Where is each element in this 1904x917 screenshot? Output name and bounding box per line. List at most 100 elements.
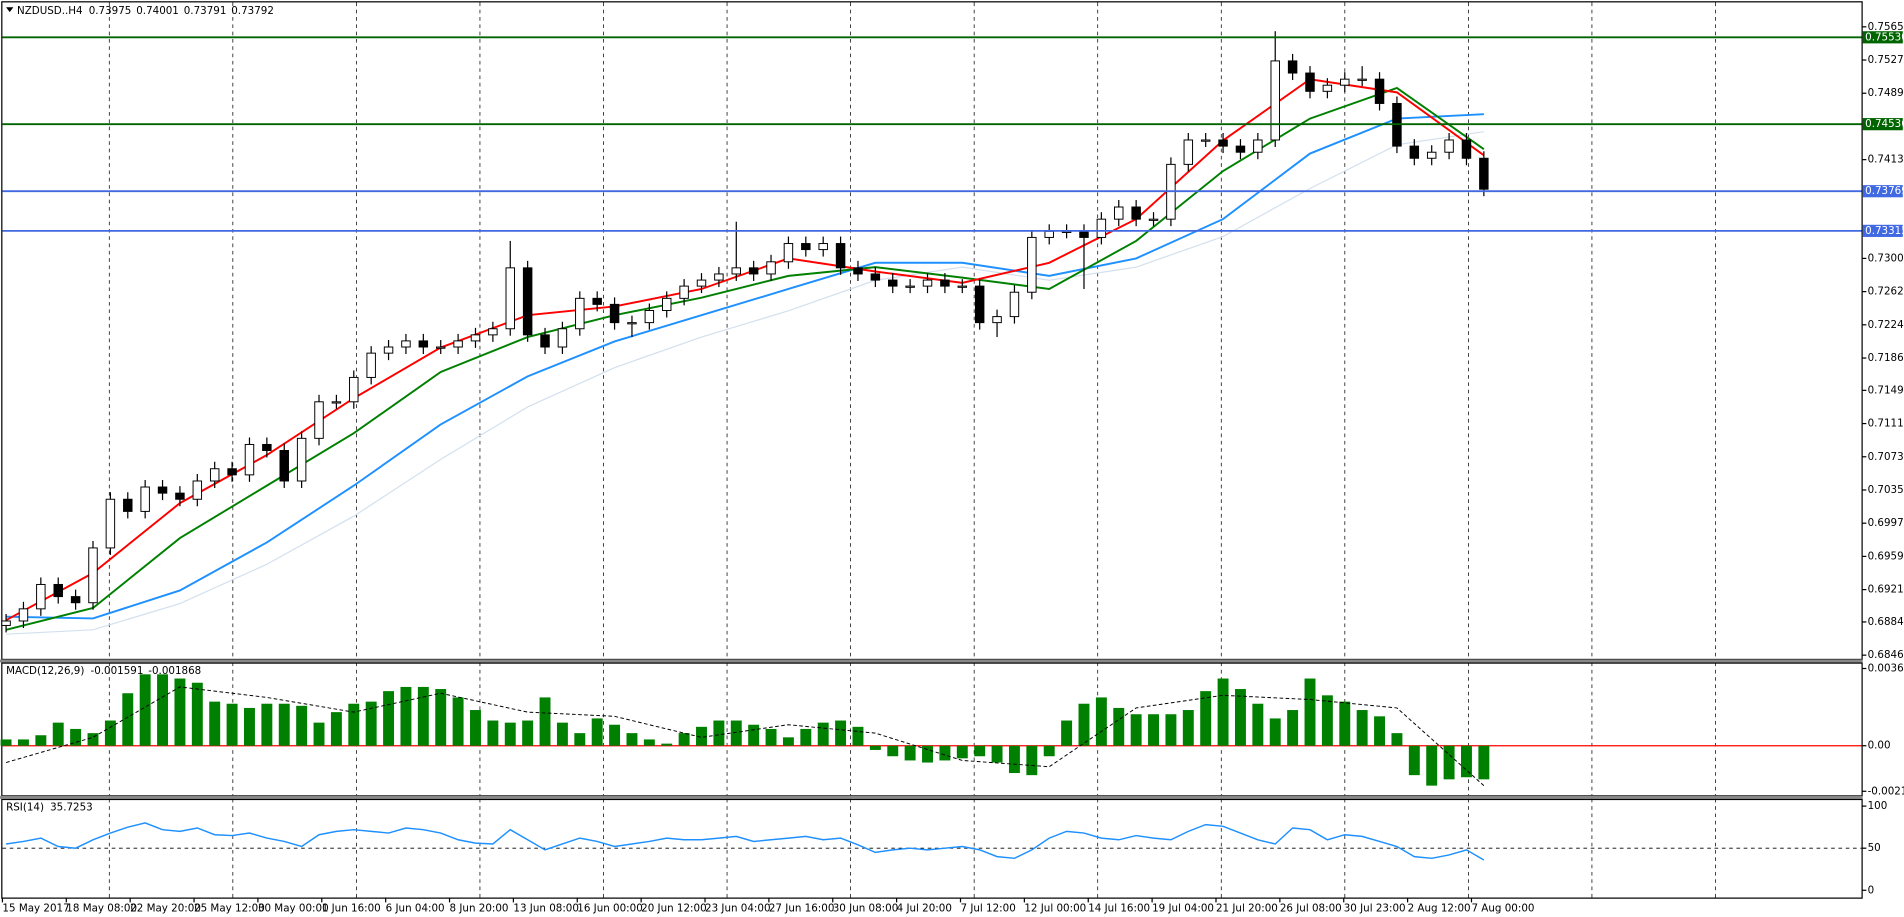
macd-bar [1200, 691, 1212, 746]
candle-body [1200, 139, 1211, 142]
candle-body [748, 267, 759, 275]
candle-body [70, 596, 81, 604]
macd-bar [1078, 703, 1090, 746]
candle-body [905, 285, 915, 288]
candle-body [244, 443, 255, 476]
macd-bar [939, 745, 951, 761]
price-level-tag [1862, 31, 1903, 44]
macd-bar [643, 739, 655, 746]
separator [0, 795, 1863, 799]
candle-body [957, 285, 968, 288]
price-level-label: 0.74536 [1865, 118, 1904, 130]
candle-body [1044, 230, 1054, 238]
candle-body [1079, 230, 1089, 238]
candle-body [835, 243, 846, 269]
price-level-label: 0.73769 [1865, 185, 1904, 197]
x-tick-label: 19 Jul 04:00 [1152, 902, 1214, 914]
macd-bar [835, 720, 847, 746]
candle-body [88, 547, 98, 604]
candle-body [1287, 60, 1298, 74]
macd-bar [1113, 707, 1125, 746]
macd-bar [104, 720, 116, 746]
x-tick-label: 13 Jun 08:00 [513, 902, 579, 914]
x-tick-label: 20 Jun 12:00 [641, 902, 707, 914]
menu-arrow[interactable] [6, 7, 14, 13]
macd-bar [1165, 714, 1177, 746]
macd-bar [1391, 733, 1403, 746]
candle-body [123, 498, 133, 512]
macd-bar [1374, 716, 1386, 746]
macd-bar [1217, 678, 1229, 746]
macd-bar [522, 720, 534, 746]
candle-body [592, 297, 602, 305]
macd-bar [1095, 697, 1107, 746]
panel-title: RSI(14) [6, 801, 44, 813]
candle-body [366, 352, 376, 378]
x-tick-label: 12 Jul 00:00 [1024, 902, 1086, 914]
macd-bar [313, 722, 325, 746]
macd-bar [383, 691, 395, 746]
price-level-tag [1862, 185, 1903, 198]
macd-bar [157, 674, 169, 746]
macd-bar [887, 745, 899, 757]
candle-body [262, 443, 272, 451]
macd-bar [470, 710, 481, 746]
macd-bar [330, 712, 342, 746]
macd-bar [765, 728, 777, 746]
macd-bar [730, 720, 742, 746]
candle-body [940, 279, 950, 287]
x-tick-label: 18 May 08:00 [66, 902, 137, 914]
candle-body [1253, 139, 1263, 153]
candle-body [609, 303, 620, 324]
x-tick-label: 22 May 20:00 [130, 902, 201, 914]
macd-bar [1408, 745, 1420, 776]
candle-body [1131, 206, 1141, 220]
macd-bar [539, 697, 551, 746]
candle-body [522, 267, 533, 336]
candle-body [1148, 218, 1159, 221]
candle-body [922, 279, 933, 287]
macd-bar [17, 739, 29, 746]
macd-bar [1008, 745, 1020, 774]
candle-body [1305, 72, 1315, 92]
y-tick-label: 100 [1868, 800, 1888, 812]
macd-bar [1443, 745, 1455, 780]
x-tick-label: 15 May 2017 [2, 902, 69, 914]
x-tick-label: 14 Jul 16:00 [1088, 902, 1150, 914]
macd-bar [1356, 710, 1368, 746]
panel-value: 0.73975 [89, 5, 132, 17]
price-level-tag [1862, 224, 1903, 237]
panel-value: 0.73791 [184, 5, 227, 17]
x-tick-label: 1 Jun 16:00 [322, 902, 381, 914]
candle-body [1426, 151, 1437, 159]
macd-bar [296, 705, 308, 746]
candle-body [888, 279, 898, 287]
candle-body [175, 492, 185, 500]
moving-average [5, 86, 1485, 631]
candle-body [140, 486, 150, 512]
x-tick-label: 7 Jul 12:00 [961, 902, 1016, 914]
candle-body [209, 468, 220, 482]
candle-body [853, 267, 863, 275]
macd-bar [991, 745, 1003, 763]
macd-bar [365, 701, 377, 746]
candle-body [418, 340, 429, 348]
macd-bar [556, 722, 568, 746]
candle-body [53, 583, 63, 598]
macd-bar [956, 745, 968, 759]
x-tick-label: 30 May 00:00 [258, 902, 329, 914]
candle-body [488, 328, 498, 336]
macd-bar [1026, 745, 1038, 776]
macd-bar [574, 733, 586, 746]
x-tick-label: 30 Jul 23:00 [1344, 902, 1406, 914]
candle-body [679, 285, 689, 299]
candle-body [766, 261, 776, 275]
x-tick-label: 30 Jun 08:00 [833, 902, 899, 914]
macd-bar [1252, 703, 1264, 746]
macd-bar [1461, 745, 1472, 778]
